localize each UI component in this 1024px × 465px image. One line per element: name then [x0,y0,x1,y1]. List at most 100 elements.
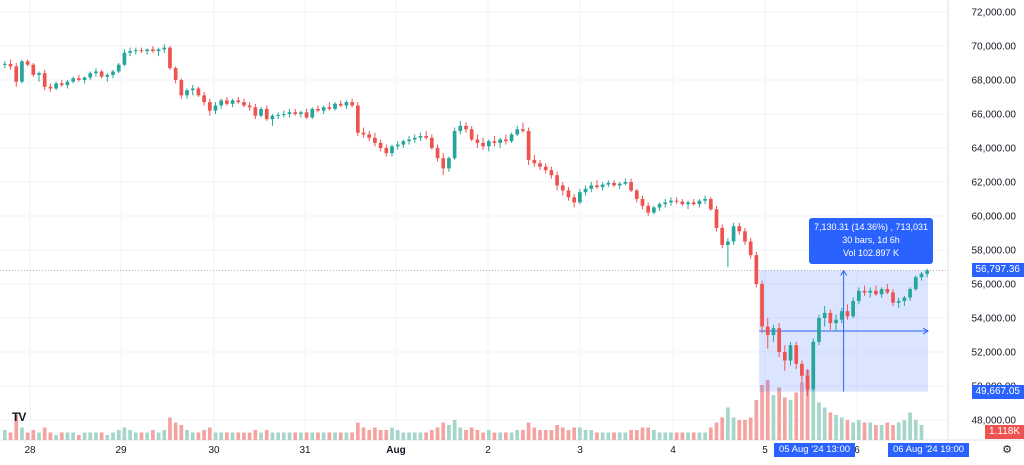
candle [612,183,616,186]
y-axis[interactable]: 72,000.0070,000.0068,000.0066,000.0064,0… [972,8,1017,427]
volume-bar [857,420,861,440]
volume-bar [732,418,736,441]
volume-bar [310,433,314,441]
candle [732,226,736,241]
volume-bar [162,430,166,440]
volume-bar [476,430,480,440]
x-tick-label: 6 [854,445,860,456]
measure-low-tag: 49,667.05 [972,385,1024,399]
measure-change: 7,130.31 (14.36%) , 713,031 [809,221,933,234]
tradingview-logo[interactable]: TV [12,410,25,424]
candle [305,112,309,117]
volume-bar [123,428,127,441]
candle [66,82,70,85]
candle [561,185,565,190]
volume-bar [846,420,850,440]
volume-bar [362,428,366,441]
y-tick-label: 64,000.00 [972,144,1017,155]
candle [134,50,138,51]
candle [26,61,30,64]
candle [259,109,263,116]
volume-bar [71,433,75,441]
volume-bar [641,428,645,441]
volume-bar [322,433,326,441]
volume-bar [413,433,417,441]
candle [527,131,531,160]
candle [202,95,206,102]
candle [806,376,810,390]
candle [618,184,622,186]
candle [362,133,366,135]
volume-bar [328,433,332,441]
candle [755,255,759,284]
y-tick-label: 68,000.00 [972,76,1017,87]
x-tick-label: 2 [485,445,491,456]
candle [231,100,235,103]
x-tick-label: 5 [762,445,768,456]
candle [481,143,485,146]
y-tick-label: 60,000.00 [972,212,1017,223]
volume-bar [316,433,320,441]
volume-bar [817,403,821,441]
candle [510,134,514,141]
candle [817,318,821,342]
volume-bar [567,430,571,440]
volume-bar [179,425,183,440]
volume-bar [191,433,195,441]
volume-bar [880,425,884,440]
candle [94,72,98,74]
volume-bar [755,400,759,440]
candle [60,83,64,85]
candle [328,107,332,109]
volume-bar [293,433,297,441]
measure-tooltip: 7,130.31 (14.36%) , 713,031 30 bars, 1d … [809,218,933,264]
candle [698,201,702,204]
settings-icon[interactable]: ⚙ [1002,443,1012,456]
x-tick-label: 28 [24,445,36,456]
candle [840,311,844,320]
candle [851,301,855,316]
candle [430,138,434,148]
candle [925,270,929,273]
candle [447,158,451,168]
candle [726,242,730,245]
candle [151,49,155,51]
volume-bar [20,428,24,441]
volume-bar [555,425,559,440]
volume-bar [111,433,115,441]
candle [453,131,457,158]
volume-bar [253,430,257,440]
candle [646,206,650,213]
candle [20,61,24,81]
volume-bar [407,433,411,441]
volume-bar [117,430,121,440]
volume-bar [737,420,741,440]
volume-bar [100,433,104,441]
volume-bar [373,428,377,441]
candle [105,75,109,77]
volume-bar [601,433,605,441]
volume-bar [464,430,468,440]
x-tick-label: 29 [115,445,127,456]
candle [367,134,371,137]
candle [117,65,121,72]
volume-bar [606,433,610,441]
volume-bar [538,430,542,440]
y-tick-label: 70,000.00 [972,42,1017,53]
candle [703,199,707,201]
candle [635,191,639,200]
candle [88,73,92,77]
candle [601,185,605,188]
candle [219,100,223,105]
volume-bar [840,418,844,441]
volume-bar [885,423,889,441]
volume-bar [527,423,531,441]
volume-bar [920,425,924,440]
volume-bar [3,430,7,440]
volume-bar [419,433,423,441]
volume-bar [584,430,588,440]
volume-bar [66,433,70,441]
volume-bar [658,433,662,441]
volume-bar [197,433,201,441]
